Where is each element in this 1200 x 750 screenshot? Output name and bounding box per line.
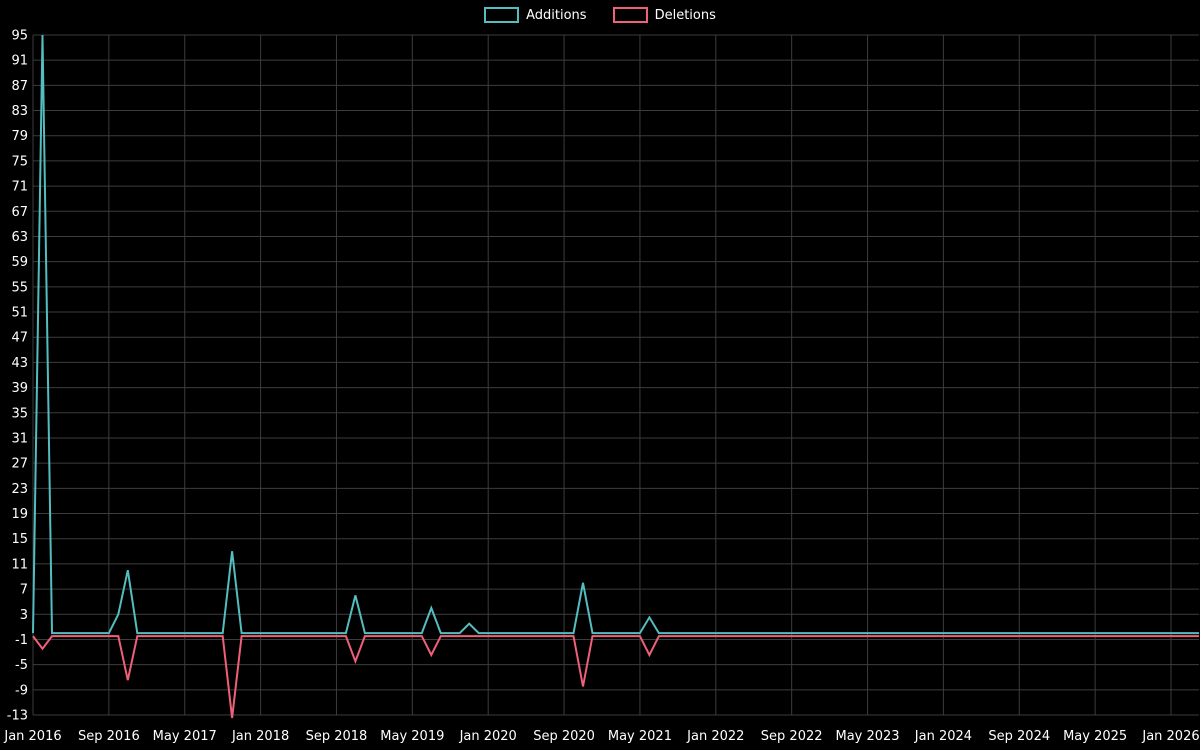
x-tick-label: Sep 2024 bbox=[988, 729, 1050, 744]
x-tick-label: Sep 2022 bbox=[761, 729, 823, 744]
y-tick-label: 47 bbox=[11, 331, 28, 346]
y-tick-label: 27 bbox=[11, 457, 28, 472]
x-tick-label: Jan 2018 bbox=[231, 729, 289, 744]
y-tick-label: 67 bbox=[11, 205, 28, 220]
legend-swatch-deletions bbox=[612, 7, 648, 23]
y-tick-label: 15 bbox=[11, 532, 28, 547]
y-tick-label: 71 bbox=[11, 180, 28, 195]
x-tick-label: May 2017 bbox=[153, 729, 217, 744]
axis-labels: Jan 2016 Sep 2016 May 2017 Jan 2018 Sep 2018… bbox=[3, 29, 1199, 745]
chart-legend: Additions Deletions bbox=[0, 7, 1200, 23]
y-tick-label: 7 bbox=[20, 583, 28, 598]
y-tick-label: 39 bbox=[11, 381, 28, 396]
y-tick-label: 87 bbox=[11, 79, 28, 94]
legend-label-deletions: Deletions bbox=[654, 7, 716, 23]
y-tick-label: 43 bbox=[11, 356, 28, 371]
y-tick-label: 59 bbox=[11, 255, 28, 270]
series-line-additions bbox=[32, 34, 1199, 635]
y-tick-label: 23 bbox=[11, 482, 28, 497]
x-tick-label: May 2019 bbox=[380, 729, 444, 744]
y-tick-label: 95 bbox=[11, 29, 28, 44]
y-tick-label: 11 bbox=[11, 557, 28, 572]
x-tick-label: May 2025 bbox=[1063, 729, 1127, 744]
y-tick-label: -5 bbox=[15, 658, 28, 673]
legend-item-deletions[interactable]: Deletions bbox=[612, 7, 716, 23]
y-tick-label: 31 bbox=[11, 431, 28, 446]
legend-label-additions: Additions bbox=[526, 7, 587, 23]
y-tick-label: -1 bbox=[15, 633, 28, 648]
y-tick-label: 83 bbox=[11, 104, 28, 119]
x-tick-label: Sep 2016 bbox=[78, 729, 140, 744]
y-tick-label: 79 bbox=[11, 129, 28, 144]
x-tick-label: Jan 2026 bbox=[1141, 729, 1199, 744]
y-tick-label: 91 bbox=[11, 54, 28, 69]
x-tick-label: May 2021 bbox=[608, 729, 672, 744]
series-line-deletions bbox=[32, 635, 1199, 719]
y-tick-label: -9 bbox=[15, 683, 28, 698]
x-tick-label: Sep 2018 bbox=[306, 729, 368, 744]
y-tick-label: 35 bbox=[11, 406, 28, 421]
x-tick-label: Jan 2020 bbox=[459, 729, 517, 744]
grid bbox=[32, 34, 1199, 716]
y-tick-label: 55 bbox=[11, 280, 28, 295]
legend-item-additions[interactable]: Additions bbox=[484, 7, 587, 23]
x-tick-label: Jan 2016 bbox=[3, 729, 61, 744]
y-tick-label: 51 bbox=[11, 306, 28, 321]
y-tick-label: 75 bbox=[11, 154, 28, 169]
y-tick-label: 3 bbox=[20, 608, 28, 623]
legend-swatch-additions bbox=[484, 7, 520, 23]
x-tick-label: Sep 2020 bbox=[533, 729, 595, 744]
x-tick-label: Jan 2022 bbox=[686, 729, 744, 744]
y-tick-label: -13 bbox=[7, 709, 28, 724]
x-tick-label: May 2023 bbox=[835, 729, 899, 744]
y-tick-label: 19 bbox=[11, 507, 28, 522]
y-tick-label: 63 bbox=[11, 230, 28, 245]
x-tick-label: Jan 2024 bbox=[914, 729, 972, 744]
